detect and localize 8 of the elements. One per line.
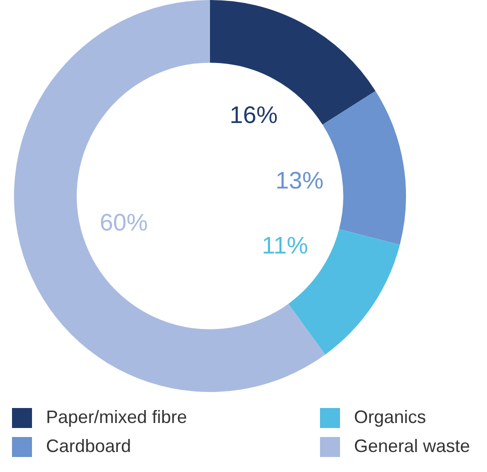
legend-label: Organics [354, 407, 426, 428]
data-label: 13% [275, 167, 324, 194]
legend-label: Paper/mixed fibre [46, 407, 188, 428]
data-label: 11% [262, 232, 308, 260]
data-label: 60% [100, 210, 148, 237]
legend-label: General waste [354, 436, 470, 457]
data-label: 16% [230, 102, 278, 130]
legend-label: Cardboard [46, 436, 132, 457]
